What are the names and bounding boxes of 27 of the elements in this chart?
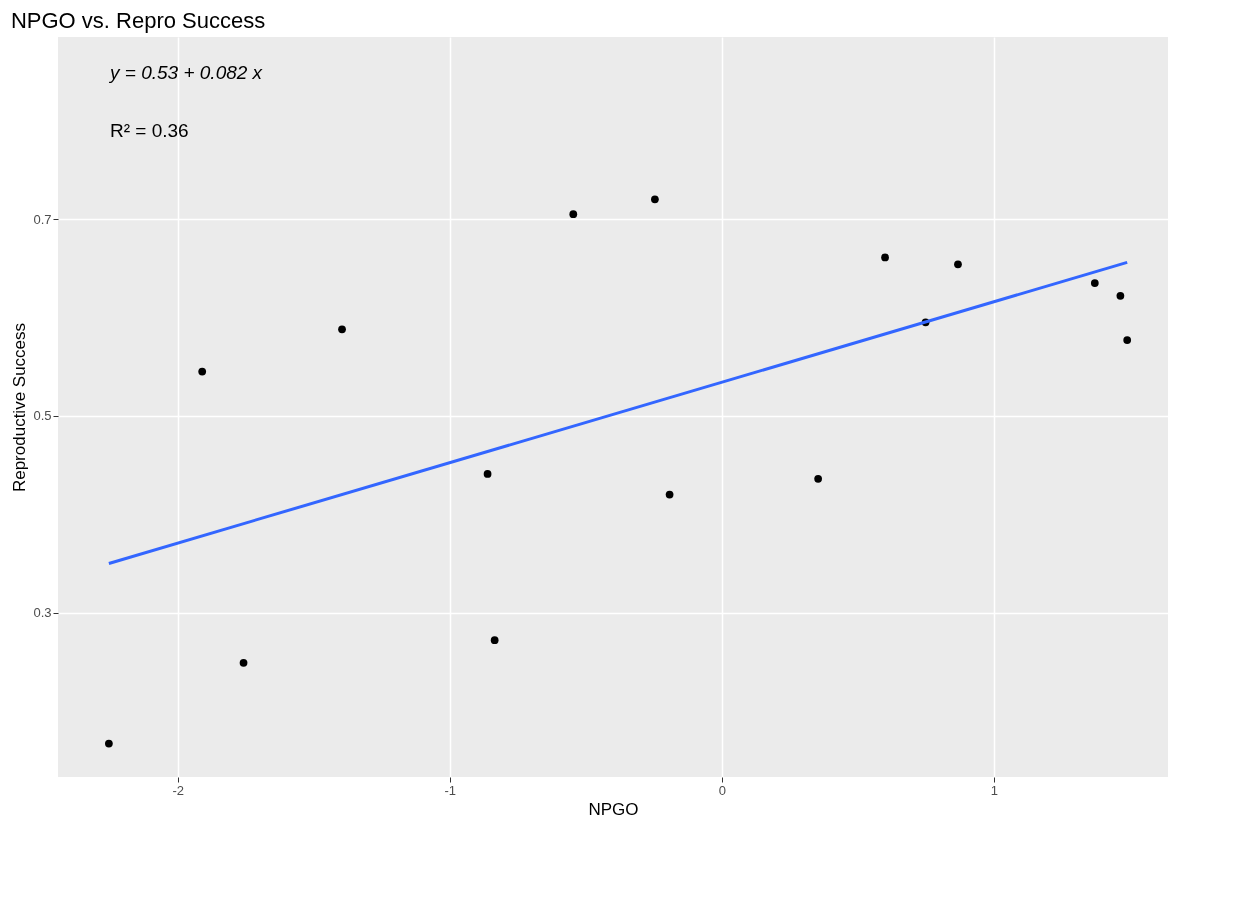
y-tick-label: 0.3 xyxy=(33,605,52,621)
point xyxy=(105,739,113,748)
y-tick-label: 0.5 xyxy=(33,408,52,424)
x-tick-label: 0 xyxy=(718,782,726,798)
x-axis-title: NPGO xyxy=(588,799,639,819)
annotation: R² = 0.36 xyxy=(110,120,189,141)
point xyxy=(1123,336,1132,344)
point xyxy=(239,658,248,667)
y-tick-label: 0.7 xyxy=(33,211,52,227)
x-tick-label: -2 xyxy=(172,782,184,798)
point xyxy=(881,253,889,262)
x-tick-label: -1 xyxy=(444,782,457,798)
point xyxy=(569,210,578,218)
point xyxy=(814,474,823,483)
point xyxy=(1090,279,1099,287)
y-axis-title: Reproductive Success xyxy=(10,322,30,493)
point xyxy=(490,636,499,645)
chart-title: NPGO vs. Repro Success xyxy=(10,8,266,33)
point xyxy=(651,195,659,204)
point xyxy=(1116,291,1125,300)
point xyxy=(954,260,962,269)
point xyxy=(198,367,207,376)
point xyxy=(483,470,492,478)
annotation: y = 0.53 + 0.082 x xyxy=(108,62,264,83)
point xyxy=(665,490,674,499)
x-tick-label: 1 xyxy=(990,782,998,798)
point xyxy=(338,325,346,334)
